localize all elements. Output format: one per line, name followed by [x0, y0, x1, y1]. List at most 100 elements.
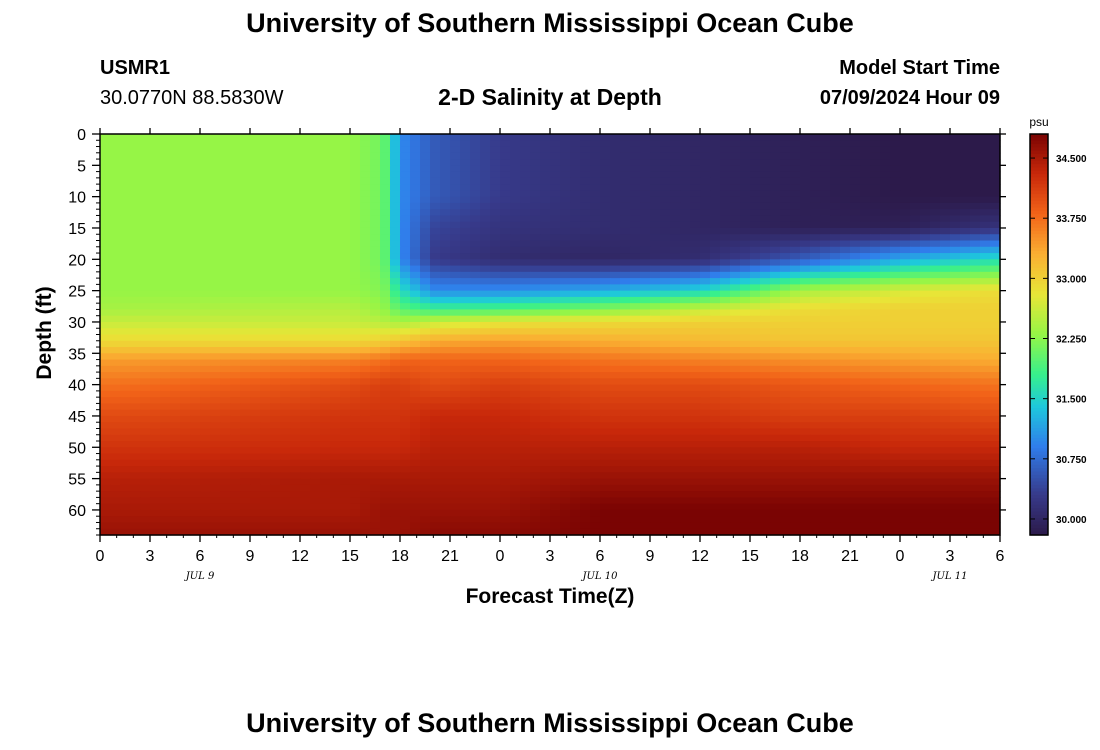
heatmap-cell: [120, 227, 131, 235]
heatmap-cell: [570, 328, 581, 336]
heatmap-cell: [860, 134, 871, 141]
heatmap-cell: [470, 271, 481, 279]
heatmap-cell: [220, 215, 231, 223]
heatmap-cell: [330, 447, 341, 455]
heatmap-cell: [220, 234, 231, 242]
heatmap-cell: [380, 390, 391, 398]
heatmap-cell: [320, 209, 331, 217]
heatmap-cell: [770, 227, 781, 235]
heatmap-cell: [320, 447, 331, 455]
heatmap-cell: [180, 196, 191, 204]
heatmap-cell: [100, 290, 111, 298]
heatmap-cell: [200, 290, 211, 298]
heatmap-cell: [360, 215, 371, 223]
heatmap-cell: [370, 234, 381, 242]
heatmap-cell: [450, 177, 461, 185]
heatmap-cell: [300, 196, 311, 204]
heatmap-cell: [490, 422, 501, 430]
heatmap-cell: [710, 271, 721, 279]
heatmap-cell: [190, 347, 201, 354]
heatmap-cell: [930, 190, 941, 198]
heatmap-cell: [370, 134, 381, 141]
heatmap-cell: [970, 428, 981, 436]
heatmap-cell: [310, 428, 321, 436]
heatmap-cell: [650, 171, 661, 179]
heatmap-cell: [700, 152, 711, 160]
heatmap-cell: [410, 397, 421, 405]
heatmap-cell: [630, 359, 641, 367]
heatmap-cell: [440, 190, 451, 198]
heatmap-cell: [110, 152, 121, 160]
heatmap-cell: [890, 234, 901, 242]
heatmap-cell: [110, 384, 121, 392]
heatmap-cell: [610, 447, 621, 455]
heatmap-cell: [670, 372, 681, 379]
heatmap-cell: [820, 315, 831, 323]
heatmap-cell: [340, 478, 351, 486]
heatmap-cell: [590, 472, 601, 480]
heatmap-cell: [280, 409, 291, 417]
heatmap-cell: [930, 384, 941, 392]
heatmap-cell: [280, 390, 291, 398]
heatmap-cell: [760, 441, 771, 448]
heatmap-cell: [540, 359, 551, 367]
heatmap-cell: [420, 478, 431, 486]
heatmap-cell: [660, 359, 671, 367]
heatmap-cell: [150, 253, 161, 260]
heatmap-cell: [410, 466, 421, 473]
heatmap-cell: [150, 403, 161, 411]
heatmap-cell: [440, 202, 451, 210]
heatmap-cell: [310, 240, 321, 248]
heatmap-cell: [730, 334, 741, 342]
heatmap-cell: [110, 321, 121, 329]
heatmap-cell: [490, 347, 501, 354]
heatmap-cell: [790, 415, 801, 423]
heatmap-cell: [900, 284, 911, 292]
heatmap-cell: [720, 202, 731, 210]
heatmap-cell: [410, 415, 421, 423]
heatmap-cell: [700, 390, 711, 398]
heatmap-cell: [790, 296, 801, 304]
heatmap-cell: [130, 165, 141, 173]
heatmap-cell: [320, 334, 331, 342]
heatmap-cell: [250, 334, 261, 342]
heatmap-cell: [330, 184, 341, 191]
heatmap-cell: [290, 340, 301, 348]
heatmap-cell: [480, 240, 491, 248]
heatmap-cell: [310, 472, 321, 480]
heatmap-cell: [740, 315, 751, 323]
heatmap-cell: [570, 447, 581, 455]
heatmap-cell: [550, 347, 561, 354]
heatmap-cell: [490, 234, 501, 242]
heatmap-cell: [330, 246, 341, 254]
heatmap-cell: [180, 397, 191, 405]
heatmap-cell: [500, 428, 511, 436]
heatmap-cell: [890, 472, 901, 480]
heatmap-cell: [580, 259, 591, 267]
heatmap-cell: [710, 353, 721, 361]
heatmap-cell: [910, 140, 921, 148]
heatmap-cell: [190, 422, 201, 430]
heatmap-cell: [160, 278, 171, 285]
heatmap-cell: [400, 221, 411, 229]
heatmap-cell: [780, 466, 791, 473]
heatmap-cell: [840, 190, 851, 198]
heatmap-cell: [780, 347, 791, 354]
heatmap-cell: [900, 190, 911, 198]
heatmap-cell: [120, 278, 131, 285]
heatmap-cell: [630, 278, 641, 285]
heatmap-cell: [640, 215, 651, 223]
heatmap-cell: [270, 441, 281, 448]
heatmap-cell: [240, 321, 251, 329]
heatmap-cell: [160, 146, 171, 154]
heatmap-cell: [510, 409, 521, 417]
heatmap-cell: [680, 165, 691, 173]
heatmap-cell: [220, 146, 231, 154]
heatmap-cell: [890, 296, 901, 304]
heatmap-cell: [940, 403, 951, 411]
heatmap-cell: [400, 152, 411, 160]
heatmap-cell: [350, 246, 361, 254]
heatmap-cell: [270, 459, 281, 467]
heatmap-cell: [610, 265, 621, 273]
heatmap-cell: [310, 359, 321, 367]
